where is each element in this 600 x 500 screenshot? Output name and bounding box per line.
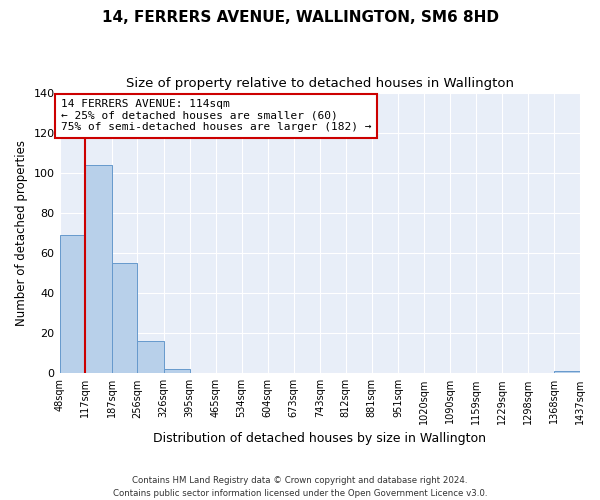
Bar — [59, 235, 85, 374]
Bar — [137, 342, 164, 374]
Bar — [112, 263, 137, 374]
X-axis label: Distribution of detached houses by size in Wallington: Distribution of detached houses by size … — [153, 432, 486, 445]
Text: 14, FERRERS AVENUE, WALLINGTON, SM6 8HD: 14, FERRERS AVENUE, WALLINGTON, SM6 8HD — [101, 10, 499, 25]
Bar — [164, 370, 190, 374]
Bar — [554, 372, 580, 374]
Y-axis label: Number of detached properties: Number of detached properties — [15, 140, 28, 326]
Text: Contains HM Land Registry data © Crown copyright and database right 2024.
Contai: Contains HM Land Registry data © Crown c… — [113, 476, 487, 498]
Text: 14 FERRERS AVENUE: 114sqm
← 25% of detached houses are smaller (60)
75% of semi-: 14 FERRERS AVENUE: 114sqm ← 25% of detac… — [61, 99, 371, 132]
Title: Size of property relative to detached houses in Wallington: Size of property relative to detached ho… — [126, 78, 514, 90]
Bar — [85, 165, 112, 374]
